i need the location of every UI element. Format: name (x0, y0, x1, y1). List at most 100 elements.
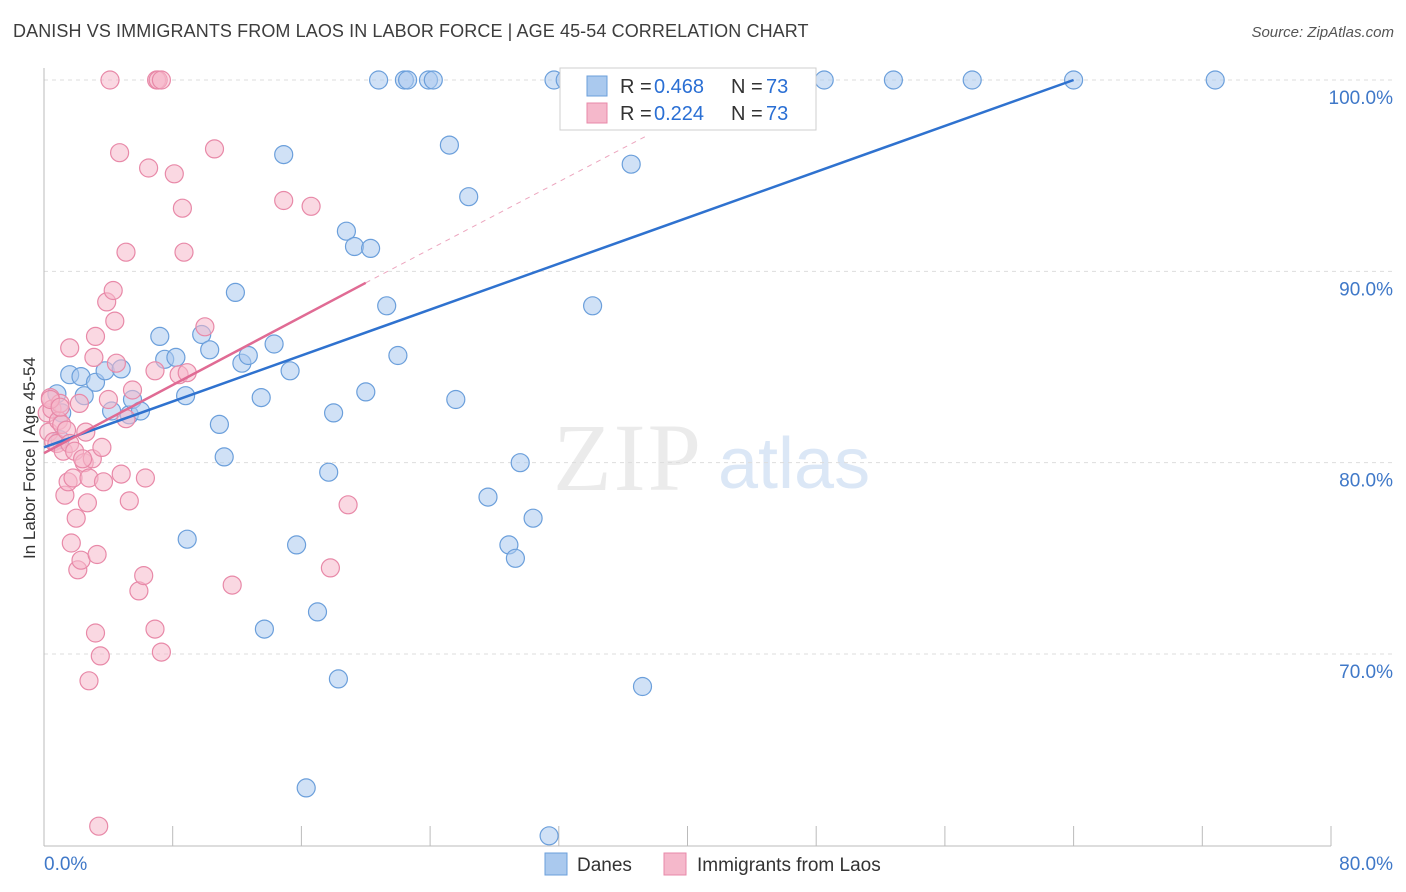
legend-n-label-laos: N = (731, 103, 763, 125)
laos-point (77, 493, 98, 513)
x-tick-marks (43, 826, 1332, 846)
danes-point (423, 70, 443, 90)
legend-r-label-danes: R = (620, 76, 652, 98)
legend-n-value-laos: 73 (766, 103, 788, 125)
legend-swatch-laos (586, 102, 608, 124)
laos-trend-line (43, 281, 367, 455)
laos-point (63, 468, 83, 488)
danes-point (225, 282, 245, 302)
laos-point (69, 393, 90, 413)
grid-lines (44, 79, 1392, 655)
laos-point (103, 280, 123, 301)
legend-n-value-danes: 73 (766, 76, 788, 98)
danes-point (214, 447, 234, 467)
laos-point (195, 317, 215, 337)
danes-point (200, 340, 220, 360)
y-tick-label-90: 90.0% (1339, 279, 1393, 300)
danes-point (478, 487, 498, 507)
laos-point (89, 816, 109, 836)
danes-point (274, 145, 294, 165)
danes-point (883, 70, 904, 90)
y-tick-labels: 70.0% 80.0% 90.0% 100.0% (1329, 88, 1394, 683)
trend-lines (43, 78, 1075, 455)
danes-point (388, 345, 408, 366)
y-tick-label-70: 70.0% (1339, 662, 1393, 683)
danes-point (523, 508, 543, 528)
danes-point (296, 778, 316, 798)
danes-point (439, 135, 459, 155)
laos-point (274, 190, 294, 211)
y-tick-label-80: 80.0% (1339, 471, 1393, 492)
legend-r-value-laos: 0.224 (654, 103, 704, 125)
bottom-legend-swatch-danes (544, 852, 568, 876)
laos-point (90, 646, 110, 666)
danes-point (814, 70, 834, 90)
series-laos (37, 70, 358, 836)
danes-point (324, 403, 344, 423)
laos-point (109, 143, 130, 163)
danes-point (398, 70, 418, 90)
laos-point (174, 242, 194, 262)
correlation-legend: R = 0.468 N = 73 R = 0.224 N = 73 (559, 67, 817, 131)
laos-point (106, 353, 127, 373)
laos-point (60, 338, 80, 358)
danes-point (177, 529, 197, 549)
danes-trend-line (43, 78, 1075, 449)
danes-point (369, 70, 389, 90)
danes-point (251, 388, 271, 408)
chart-title: DANISH VS IMMIGRANTS FROM LAOS IN LABOR … (13, 21, 809, 41)
y-axis-label: In Labor Force | Age 45-54 (20, 357, 39, 559)
danes-point (962, 70, 982, 90)
laos-point (72, 449, 93, 469)
laos-point (87, 544, 107, 565)
y-tick-label-100: 100.0% (1329, 88, 1394, 109)
laos-point (98, 389, 119, 410)
bottom-legend-label-danes: Danes (577, 855, 632, 876)
laos-point (135, 468, 155, 488)
danes-point (319, 462, 339, 482)
bottom-legend-swatch-laos (663, 852, 687, 876)
legend-n-label-danes: N = (731, 76, 763, 98)
laos-point (320, 558, 340, 578)
laos-point (116, 242, 136, 262)
laos-point (111, 464, 131, 484)
danes-point (344, 236, 365, 257)
laos-point (92, 437, 112, 457)
laos-point (61, 533, 81, 553)
danes-point (336, 221, 356, 241)
danes-point (377, 296, 397, 316)
x-tick-label-min: 0.0% (44, 854, 87, 875)
laos-point (119, 491, 139, 511)
watermark: ZIP atlas (553, 404, 870, 511)
danes-point (287, 535, 307, 555)
danes-point (280, 361, 300, 381)
laos-point (85, 326, 106, 346)
danes-point (446, 389, 466, 410)
laos-point (145, 619, 165, 639)
danes-point (582, 296, 603, 316)
laos-point (164, 164, 184, 184)
laos-point (84, 347, 104, 367)
series-legend: Danes Immigrants from Laos (544, 852, 881, 876)
danes-point (505, 548, 526, 568)
danes-point (539, 826, 559, 846)
laos-point (204, 139, 225, 159)
danes-point (356, 382, 376, 402)
danes-point (459, 187, 479, 207)
danes-point (328, 669, 348, 689)
laos-point (122, 380, 143, 400)
laos-point (151, 70, 171, 90)
danes-point (632, 676, 653, 697)
laos-point (172, 198, 192, 218)
source-label: Source: ZipAtlas.com (1251, 24, 1394, 41)
danes-point (150, 326, 170, 346)
danes-point (1205, 70, 1225, 90)
laos-trend-extension (365, 135, 648, 284)
laos-point (50, 397, 70, 417)
laos-point (79, 671, 99, 691)
danes-point (264, 334, 284, 354)
x-tick-label-max: 80.0% (1339, 854, 1393, 875)
laos-point (71, 550, 91, 570)
danes-point (621, 154, 641, 174)
laos-point (93, 472, 114, 492)
